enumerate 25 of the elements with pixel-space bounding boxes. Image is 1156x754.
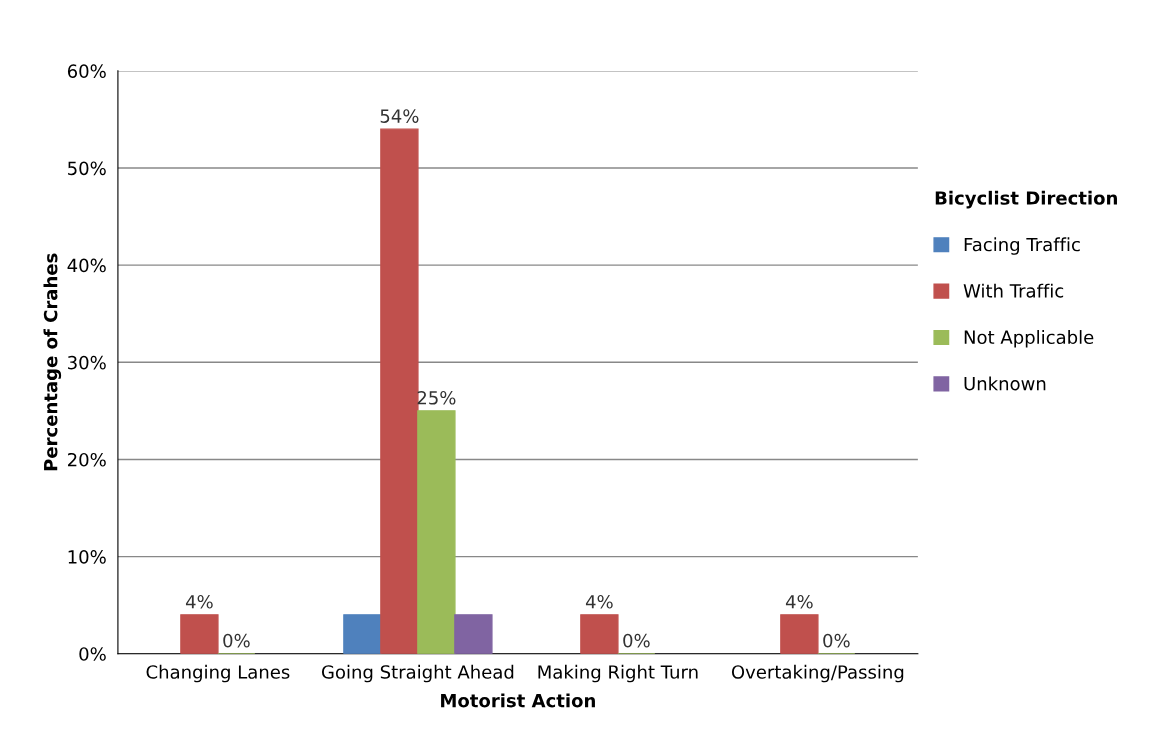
y-tick-label: 50% (68, 161, 106, 176)
x-tick-label: Changing Lanes (146, 664, 290, 683)
data-label: 0% (623, 633, 650, 648)
y-tick-label: 20% (67, 452, 106, 467)
x-tick-label: Making Right Turn (538, 664, 698, 683)
y-tick-label: 40% (67, 258, 106, 273)
y-tick-label: 30% (68, 355, 106, 370)
data-label: 4% (185, 594, 213, 609)
y-axis-title: Percentage of Crahes (43, 253, 62, 471)
data-label: 0% (223, 633, 250, 648)
legend-label: With Traffic (963, 283, 1064, 298)
legend-label: Unknown (964, 376, 1046, 391)
legend-title: Bicyclist Direction (935, 190, 1117, 209)
data-label: 4% (585, 594, 613, 609)
data-label: 4% (785, 594, 813, 609)
y-tick-label: 0% (79, 647, 106, 661)
legend-label: Not Applicable (964, 330, 1094, 348)
data-label: 0% (823, 633, 850, 648)
x-axis-title: Motorist Action (441, 693, 595, 708)
data-label: 54% (380, 109, 419, 123)
y-tick-label: 60% (67, 64, 106, 78)
legend-label: Facing Traffic (964, 237, 1080, 255)
x-tick-label: Going Straight Ahead (321, 664, 514, 683)
y-tick-label: 10% (68, 550, 106, 564)
x-tick-label: Overtaking/Passing (731, 664, 904, 683)
